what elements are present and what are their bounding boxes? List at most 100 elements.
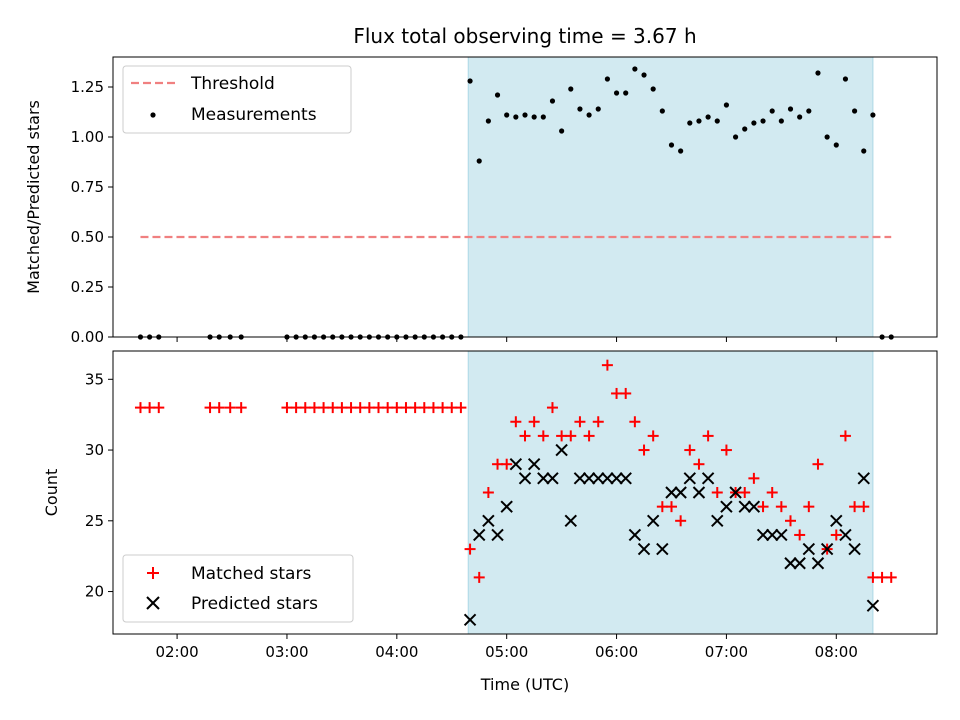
matched-star-point [565, 430, 577, 442]
predicted-star-point [546, 472, 559, 485]
predicted-star-point [527, 457, 541, 471]
measurement-point [806, 108, 812, 114]
predicted-star-point [582, 472, 596, 485]
predicted-star-point [775, 528, 788, 542]
top-ytick-label: 0.25 [71, 278, 104, 296]
matched-star-point [213, 402, 225, 414]
measurement-point [623, 90, 629, 96]
measurement-point [531, 114, 537, 120]
measurement-point [540, 114, 546, 120]
measurement-point [852, 108, 858, 114]
matched-star-point [785, 515, 797, 527]
matched-star-point [224, 402, 236, 414]
predicted-star-point [555, 443, 568, 457]
measurement-point [778, 118, 784, 124]
measurement-point [613, 90, 620, 96]
matched-star-point [766, 487, 778, 498]
matched-star-point [528, 416, 540, 428]
legend-matched-swatch [147, 567, 159, 579]
top-axes-frame [112, 56, 938, 338]
predicted-star-point [491, 528, 504, 542]
measurement-point [842, 76, 849, 82]
matched-star-point [629, 416, 641, 428]
predicted-star-point [802, 542, 816, 556]
measurement-point [815, 70, 821, 76]
measurement-point [650, 86, 656, 92]
legend-measurements-label: Measurements [191, 105, 317, 125]
matched-star-point [455, 402, 467, 414]
measurement-point [787, 106, 794, 112]
x-tick-label: 04:00 [375, 643, 418, 661]
measurement-point [678, 148, 684, 154]
top-ytick-label: 0.00 [71, 328, 104, 346]
measurement-point [632, 66, 638, 72]
measurement-point [723, 102, 730, 108]
measurement-point [522, 112, 528, 118]
matched-star-point [839, 430, 851, 442]
predicted-star-point [848, 542, 861, 556]
measurement-point [769, 108, 775, 114]
legend-matched-label: Matched stars [191, 564, 311, 584]
x-tick-label: 07:00 [705, 643, 748, 661]
matched-star-point [537, 430, 549, 442]
measurement-point [668, 142, 675, 148]
matched-star-point [620, 387, 632, 399]
bottom-legend-box [122, 554, 354, 623]
matched-star-point [464, 543, 476, 555]
matched-star-point [601, 359, 613, 371]
top-legend: Threshold Measurements [122, 65, 352, 134]
predicted-star-point [601, 472, 614, 485]
measurement-point [760, 118, 766, 124]
matched-star-point [757, 501, 769, 513]
predicted-star-point [811, 557, 825, 570]
top-legend-box [122, 65, 352, 134]
measurement-point [504, 112, 510, 118]
predicted-star-point [646, 514, 660, 528]
top-axis-ticks: 0.00 0.25 0.50 0.75 1.00 1.25 [71, 78, 837, 346]
matched-star-point [702, 430, 714, 442]
predicted-star-point [830, 514, 843, 528]
measurement-point [687, 120, 693, 126]
predicted-star-point [711, 514, 724, 528]
legend-predicted-label: Predicted stars [191, 594, 318, 614]
predicted-star-point [537, 472, 550, 485]
measurement-point [751, 120, 757, 126]
measurement-point [485, 118, 491, 124]
bottom-legend: Matched stars Predicted stars [122, 554, 354, 623]
panel-ratio: 0.00 0.25 0.50 0.75 1.00 1.25 Matched/Predict… [24, 56, 938, 346]
measurement-point [659, 108, 665, 114]
measurement-point [568, 86, 574, 92]
predicted-star-point [637, 542, 651, 556]
matched-star-point [574, 416, 586, 428]
measurement-point [467, 78, 473, 84]
x-tick-label: 06:00 [595, 643, 638, 661]
bot-ytick-label: 35 [85, 370, 104, 388]
measurement-point [604, 76, 611, 82]
x-axis-label: Time (UTC) [480, 675, 569, 694]
predicted-star-point [573, 472, 587, 485]
predicted-star-point [683, 472, 697, 485]
matched-star-point [711, 487, 723, 498]
measurement-point [714, 118, 720, 124]
predicted-star-point [564, 514, 577, 528]
matched-star-point [501, 458, 513, 470]
measurement-point [586, 112, 592, 118]
predicted-star-point [820, 542, 834, 556]
measurement-point [824, 134, 830, 140]
x-tick-label: 03:00 [265, 643, 308, 661]
predicted-star-point [839, 528, 852, 542]
measurement-point [833, 142, 839, 148]
matched-star-point [830, 529, 842, 541]
matched-star-point [647, 430, 659, 442]
matched-star-point [482, 487, 494, 498]
count-points [134, 359, 897, 627]
predicted-star-point [619, 472, 632, 485]
predicted-star-point [784, 557, 797, 570]
predicted-star-point [509, 457, 523, 471]
measurement-point [696, 118, 702, 124]
matched-star-point [693, 458, 705, 470]
matched-star-point [720, 444, 732, 456]
predicted-star-point [674, 486, 687, 499]
bot-ytick-label: 25 [85, 512, 104, 530]
bottom-y-axis-label: Count [42, 469, 61, 517]
